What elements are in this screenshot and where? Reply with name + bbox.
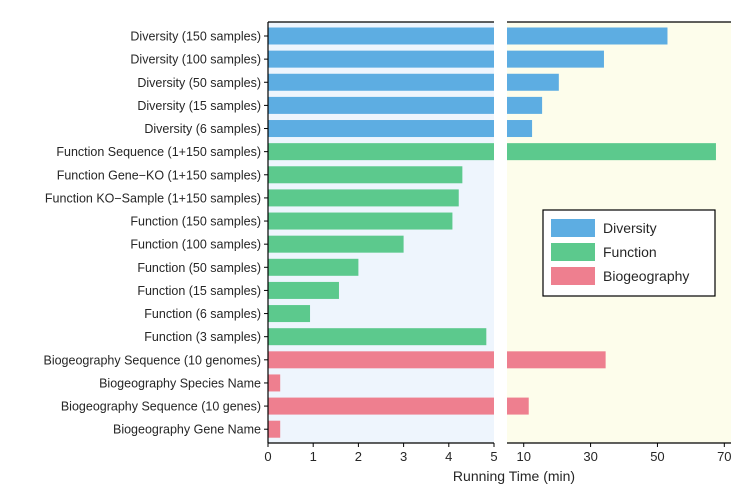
category-label: Function (50 samples)	[137, 261, 261, 275]
bar	[268, 305, 311, 323]
bar-right	[507, 351, 606, 369]
bar	[268, 328, 487, 346]
bar	[268, 420, 281, 438]
x-tick-label: 4	[445, 449, 452, 464]
category-labels: Diversity (150 samples) Diversity (100 sa…	[43, 30, 261, 437]
category-label: Function (6 samples)	[144, 307, 261, 321]
bar	[268, 166, 463, 184]
category-label: Biogeography Sequence (10 genomes)	[43, 353, 261, 367]
bar-right	[507, 50, 604, 68]
axes: 0 1 2 3 4 5 10 30 50 70	[264, 21, 731, 464]
category-label: Biogeography Gene Name	[113, 423, 261, 437]
legend-swatch	[551, 243, 595, 261]
bar-left	[268, 120, 494, 138]
category-label: Function KO−Sample (1+150 samples)	[45, 191, 261, 205]
x-tick-label: 5	[490, 449, 497, 464]
x-axis-label: Running Time (min)	[453, 468, 575, 484]
category-label: Function (100 samples)	[130, 238, 261, 252]
bar-left	[268, 143, 494, 161]
legend-swatch	[551, 219, 595, 237]
legend-label: Biogeography	[603, 268, 689, 284]
category-label: Function (15 samples)	[137, 284, 261, 298]
bar	[268, 189, 459, 207]
category-label: Diversity (100 samples)	[130, 53, 261, 67]
bar-right	[507, 143, 716, 161]
bar	[268, 235, 404, 253]
legend-label: Function	[603, 244, 657, 260]
legend: Diversity Function Biogeography	[542, 209, 716, 297]
bar-left	[268, 96, 494, 114]
category-label: Diversity (6 samples)	[144, 122, 261, 136]
bar-right	[507, 120, 533, 138]
x-tick-label: 70	[717, 449, 731, 464]
category-label: Diversity (50 samples)	[137, 76, 261, 90]
bar	[268, 258, 359, 276]
bar-left	[268, 50, 494, 68]
category-label: Diversity (150 samples)	[130, 30, 261, 44]
legend-swatch	[551, 267, 595, 285]
x-tick-label: 50	[650, 449, 664, 464]
category-label: Function (150 samples)	[130, 215, 261, 229]
bar	[268, 281, 339, 299]
bar-left	[268, 73, 494, 91]
legend-label: Diversity	[603, 220, 657, 236]
bar-right	[507, 96, 543, 114]
left-panel-background	[268, 22, 494, 443]
category-label: Biogeography Species Name	[99, 376, 261, 390]
bars	[268, 27, 716, 438]
category-label: Function Gene−KO (1+150 samples)	[57, 168, 261, 182]
bar	[268, 374, 281, 392]
bar-left	[268, 351, 494, 369]
x-tick-label: 3	[400, 449, 407, 464]
x-tick-label: 1	[310, 449, 317, 464]
category-label: Function (3 samples)	[144, 330, 261, 344]
category-label: Diversity (15 samples)	[137, 99, 261, 113]
bar-right	[507, 27, 668, 45]
bar-right	[507, 73, 559, 91]
bar-left	[268, 397, 494, 415]
bar	[268, 212, 453, 230]
x-tick-label: 30	[583, 449, 597, 464]
category-label: Function Sequence (1+150 samples)	[56, 145, 261, 159]
x-tick-label: 0	[264, 449, 271, 464]
bar-right	[507, 397, 529, 415]
bar-left	[268, 27, 494, 45]
x-tick-label: 2	[355, 449, 362, 464]
x-tick-label: 10	[516, 449, 530, 464]
category-label: Biogeography Sequence (10 genes)	[61, 400, 261, 414]
